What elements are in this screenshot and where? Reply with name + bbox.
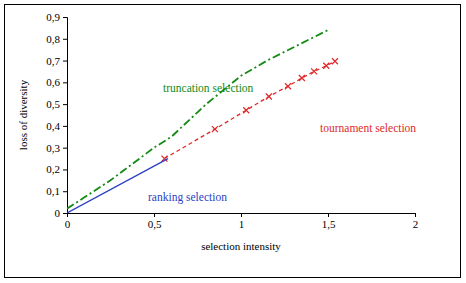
x-axis-line: [68, 214, 416, 218]
series-line: [67, 159, 168, 213]
tick: 2: [413, 213, 419, 230]
tick-label: 0,3: [46, 142, 60, 154]
tick-mark: [415, 213, 416, 217]
tick-mark: [63, 148, 67, 149]
tick: 0: [65, 213, 71, 230]
marker: [266, 93, 272, 99]
y-axis-line: [63, 18, 68, 214]
marker: [311, 68, 317, 74]
plot-area: [67, 30, 338, 213]
tick-mark: [328, 213, 329, 217]
tick: 0,5: [148, 213, 162, 230]
tick-mark: [154, 213, 155, 217]
tick-label: 0,5: [46, 98, 60, 110]
marker: [323, 63, 329, 69]
tick: 0: [55, 207, 68, 219]
tick: 0,7: [46, 55, 67, 67]
tick-label: 0,8: [46, 33, 60, 45]
tick: 0,5: [46, 98, 67, 110]
tick-mark: [241, 213, 242, 217]
x-axis-title: selection intensity: [201, 240, 281, 252]
tick-mark: [63, 82, 67, 83]
marker: [332, 58, 338, 64]
tick-mark: [63, 104, 67, 105]
tick-label: 0,2: [46, 163, 60, 175]
y-axis: 0 0,1 0,2 0,3 0,4 0,5 0,6 0,7 0,8 0,9: [46, 11, 67, 219]
tick: 0,8: [46, 33, 67, 45]
tick: 0,9: [46, 11, 67, 23]
chart: 0 0,5 1 1,5 2 0 0,1 0,2 0,3 0,4 0,5 0,6 0,7 0,8 0,9 sel…: [0, 0, 466, 283]
tick: 0,3: [46, 142, 67, 154]
tick-label: 1: [239, 218, 245, 230]
tick-label: 1,5: [322, 218, 336, 230]
series-label: tournament selection: [320, 122, 416, 134]
tick: 0,6: [46, 76, 67, 88]
tick: 0,4: [46, 120, 67, 132]
tick: 0,1: [46, 185, 67, 197]
series-line: [164, 61, 335, 158]
series-label: truncation selection: [163, 82, 254, 94]
tick-mark: [63, 39, 67, 40]
tick-mark: [63, 126, 67, 127]
x-axis: 0 0,5 1 1,5 2: [65, 213, 419, 230]
marker: [212, 126, 218, 132]
marker: [299, 75, 305, 81]
tick-label: 0,5: [148, 218, 162, 230]
tick-label: 0,4: [46, 120, 60, 132]
marker: [285, 83, 291, 89]
tick: 0,2: [46, 163, 67, 175]
tick-mark: [63, 61, 67, 62]
tick: 1: [239, 213, 245, 230]
tick-mark: [63, 17, 67, 18]
y-axis-title: loss of diversity: [17, 79, 29, 150]
tick-label: 0,1: [46, 185, 60, 197]
series-line: [67, 30, 328, 209]
tick-label: 0,9: [46, 11, 60, 23]
tick-mark: [63, 169, 67, 170]
tick-label: 0,7: [46, 55, 60, 67]
series-label: ranking selection: [148, 191, 227, 204]
frame: [5, 5, 461, 278]
marker: [243, 107, 249, 113]
tick-label: 0,6: [46, 76, 60, 88]
tick-label: 2: [413, 218, 419, 230]
tick-mark: [63, 213, 67, 214]
tick-label: 0: [65, 218, 71, 230]
tick-label: 0: [55, 207, 61, 219]
tick: 1,5: [322, 213, 336, 230]
tick-mark: [63, 191, 67, 192]
